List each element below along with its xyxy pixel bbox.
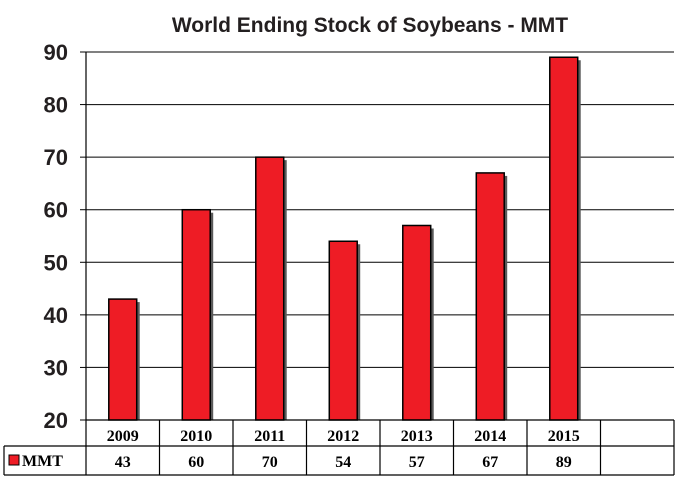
data-table: 2009 2010 2011 2012 2013 2014 2015 43 60 70 54 57 67… xyxy=(3,419,675,476)
bar xyxy=(181,208,211,421)
chart-title: World Ending Stock of Soybeans - MMT xyxy=(172,14,568,37)
bar xyxy=(328,240,358,421)
table-value-cell: 43 xyxy=(115,454,131,471)
bar xyxy=(255,156,285,421)
y-tick-label: 80 xyxy=(44,93,68,118)
x-category-label: 2013 xyxy=(401,428,433,445)
table-value-cell: 60 xyxy=(188,454,204,471)
y-tick-label: 60 xyxy=(44,198,68,223)
x-category-label: 2011 xyxy=(254,428,285,445)
y-tick-label: 90 xyxy=(44,40,68,65)
table-value-cell: 70 xyxy=(262,454,278,471)
legend-label: MMT xyxy=(22,453,63,470)
bar xyxy=(402,224,432,421)
table-value-cell: 67 xyxy=(482,454,498,471)
bar xyxy=(475,172,505,421)
x-category-label: 2012 xyxy=(327,428,359,445)
bar xyxy=(549,56,579,421)
gridlines xyxy=(86,51,674,368)
y-tick-label: 70 xyxy=(44,145,68,170)
y-tick-label: 30 xyxy=(44,355,68,380)
x-category-label: 2014 xyxy=(474,428,506,445)
table-value-cell: 54 xyxy=(335,454,351,471)
bars xyxy=(108,56,581,421)
y-tick-label: 20 xyxy=(44,408,68,433)
legend-swatch xyxy=(8,454,20,466)
x-category-label: 2010 xyxy=(180,428,212,445)
bar xyxy=(108,298,138,421)
y-tick-label: 50 xyxy=(44,250,68,275)
x-category-label: 2015 xyxy=(548,428,580,445)
x-category-label: 2009 xyxy=(107,428,139,445)
y-tick-label: 40 xyxy=(44,303,68,328)
axes xyxy=(80,51,87,421)
table-value-cell: 89 xyxy=(556,454,572,471)
y-axis-tick-labels: 20 30 40 50 60 70 80 90 xyxy=(44,40,68,433)
table-value-cell: 57 xyxy=(409,454,425,471)
